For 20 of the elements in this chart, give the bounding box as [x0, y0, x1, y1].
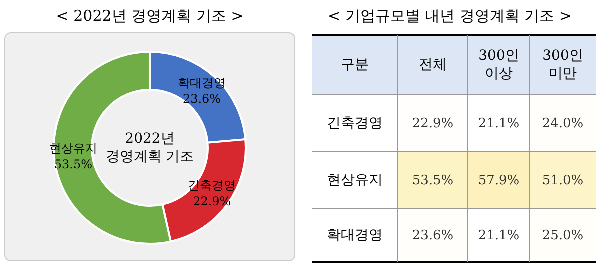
- data-label: 53.5%: [412, 173, 454, 188]
- data-label: 23.6%: [412, 228, 454, 243]
- y-axis-title: 구분: [341, 57, 369, 73]
- data-label: 51.0%: [542, 173, 584, 188]
- chart-title: < 2022년 경영계획 기조 >: [56, 7, 244, 25]
- chart-title: < 기업규모별 내년 경영계획 기조 >: [328, 7, 572, 25]
- data-label: 21.1%: [478, 228, 520, 243]
- x-tick-label: 전체: [419, 57, 447, 73]
- data-label: 57.9%: [478, 173, 520, 188]
- data-label: 24.0%: [542, 116, 584, 131]
- y-tick-label: 긴축경영: [327, 116, 383, 132]
- y-tick-label: 현상유지: [327, 172, 383, 188]
- x-tick-label: 300인 미만: [542, 48, 584, 82]
- data-label: 22.9%: [412, 116, 454, 131]
- x-tick-label: 300인 이상: [478, 48, 520, 82]
- text: 2022년 경영계획 기조: [106, 131, 194, 165]
- data-label: 25.0%: [542, 228, 584, 243]
- y-tick-label: 확대경영: [327, 228, 383, 244]
- data-label: 23.6%: [182, 92, 222, 106]
- data-label: 21.1%: [478, 116, 520, 131]
